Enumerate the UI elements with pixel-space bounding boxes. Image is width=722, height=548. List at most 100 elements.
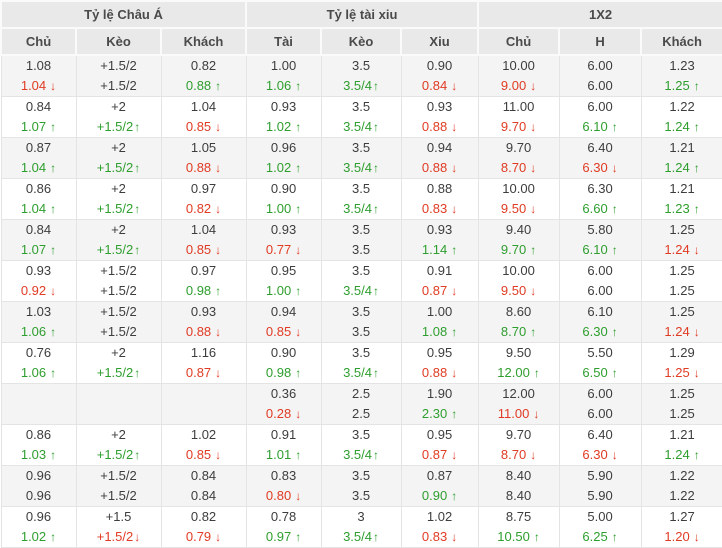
odds-opening-value: 0.96 bbox=[25, 509, 52, 524]
trend-up-icon: ↑ bbox=[530, 325, 537, 339]
odds-opening-value bbox=[2, 384, 76, 404]
trend-down-icon: ↓ bbox=[530, 202, 537, 216]
trend-up-icon: ↑ bbox=[611, 120, 618, 134]
odds-opening-value: 0.82 bbox=[190, 509, 217, 524]
odds-cell: 1.25 1.25 bbox=[640, 383, 722, 425]
odds-opening-value: 1.00 bbox=[426, 304, 453, 319]
odds-opening-value: 0.91 bbox=[426, 263, 453, 278]
odds-current-value: 0.84 ↓ bbox=[421, 78, 458, 93]
odds-opening-value: 1.23 bbox=[669, 58, 695, 73]
odds-opening-value bbox=[162, 384, 246, 404]
odds-opening-value: 1.02 bbox=[426, 509, 453, 524]
odds-opening-value: 10.00 bbox=[502, 263, 535, 278]
odds-cell: 3.5 3.5/4↑ bbox=[320, 54, 402, 97]
odds-cell: +2 +1.5/2↑ bbox=[75, 137, 162, 179]
odds-current-value: 9.50 ↓ bbox=[500, 201, 537, 216]
odds-opening-value: 3.5 bbox=[351, 181, 371, 196]
trend-up-icon: ↑ bbox=[372, 448, 379, 462]
odds-current-value: +1.5/2↑ bbox=[96, 160, 141, 175]
odds-current-value: 6.30 ↓ bbox=[582, 160, 618, 175]
odds-opening-value: 0.96 bbox=[270, 140, 297, 155]
odds-cell: 0.93 0.88 ↓ bbox=[160, 301, 247, 343]
odds-cell: 2.5 2.5 bbox=[320, 383, 402, 425]
odds-opening-value: 6.10 bbox=[587, 304, 613, 319]
odds-opening-value: 0.95 bbox=[426, 345, 453, 360]
odds-current-value: 1.14 ↑ bbox=[421, 242, 458, 257]
odds-current-value: 1.24 ↑ bbox=[664, 160, 700, 175]
odds-current-value: 1.00 ↑ bbox=[265, 283, 302, 298]
odds-current-value: 8.70 ↓ bbox=[500, 160, 537, 175]
odds-current-value: 1.24 ↑ bbox=[664, 447, 700, 462]
odds-cell: 1.00 1.08 ↑ bbox=[400, 301, 479, 343]
odds-cell: 0.93 1.02 ↑ bbox=[245, 96, 322, 138]
odds-opening-value: 1.08 bbox=[25, 58, 52, 73]
col-header-asian-away: Khách bbox=[159, 27, 248, 56]
odds-cell: 0.95 0.87 ↓ bbox=[400, 424, 479, 466]
odds-cell: 6.00 6.00 bbox=[558, 260, 642, 302]
trend-up-icon: ↑ bbox=[611, 530, 618, 544]
odds-current-value: 1.06 ↑ bbox=[20, 324, 57, 339]
odds-cell: 1.21 1.24 ↑ bbox=[640, 424, 722, 466]
odds-current-value: 0.87 ↓ bbox=[421, 447, 458, 462]
odds-cell: 3.5 3.5/4↑ bbox=[320, 260, 402, 302]
odds-opening-value: 8.40 bbox=[505, 468, 532, 483]
odds-current-value: 1.04 ↓ bbox=[20, 78, 57, 93]
odds-cell: 8.75 10.50 ↑ bbox=[477, 506, 560, 548]
odds-opening-value: 0.95 bbox=[270, 263, 297, 278]
odds-opening-value: 1.25 bbox=[669, 222, 695, 237]
odds-opening-value: 0.95 bbox=[426, 427, 453, 442]
odds-current-value: 1.02 ↑ bbox=[265, 119, 302, 134]
odds-opening-value: 0.93 bbox=[25, 263, 52, 278]
odds-current-value: 3.5/4↑ bbox=[343, 365, 379, 380]
trend-down-icon: ↓ bbox=[693, 243, 700, 257]
odds-current-value: 2.5 bbox=[351, 406, 371, 421]
odds-current-value: +1.5/2 bbox=[100, 283, 137, 298]
trend-down-icon: ↓ bbox=[530, 284, 537, 298]
trend-up-icon: ↑ bbox=[611, 325, 618, 339]
odds-cell: 1.25 1.24 ↓ bbox=[640, 219, 722, 261]
odds-opening-value: 3.5 bbox=[351, 468, 371, 483]
odds-current-value: 1.24 ↓ bbox=[664, 324, 700, 339]
odds-cell: 0.76 1.06 ↑ bbox=[0, 342, 77, 384]
odds-current-value: +1.5/2↑ bbox=[96, 119, 141, 134]
odds-opening-value: 3.5 bbox=[351, 345, 371, 360]
trend-up-icon: ↑ bbox=[451, 325, 458, 339]
trend-up-icon: ↑ bbox=[215, 284, 222, 298]
odds-current-value: 3.5/4↑ bbox=[343, 283, 379, 298]
trend-down-icon: ↓ bbox=[530, 448, 537, 462]
odds-opening-value: 0.36 bbox=[270, 386, 297, 401]
col-header-1x2-home: Chủ bbox=[477, 27, 561, 56]
odds-opening-value: 1.16 bbox=[190, 345, 217, 360]
odds-row: 0.86 1.03 ↑ +2 +1.5/2↑ 1.02 0.85 ↓ 0.91 1.01 ↑ 3.5 3… bbox=[0, 424, 722, 466]
odds-cell: 8.40 8.40 bbox=[477, 465, 560, 507]
odds-opening-value: 0.96 bbox=[25, 468, 52, 483]
odds-current-value: 0.85 ↓ bbox=[185, 447, 222, 462]
odds-opening-value: 1.27 bbox=[669, 509, 695, 524]
trend-up-icon: ↑ bbox=[295, 448, 302, 462]
odds-opening-value: 3.5 bbox=[351, 58, 371, 73]
odds-current-value: 1.02 ↑ bbox=[265, 160, 302, 175]
odds-cell: 5.80 6.10 ↑ bbox=[558, 219, 642, 261]
group-header-over-under: Tỷ lệ tài xiu bbox=[245, 0, 480, 29]
odds-opening-value: 3.5 bbox=[351, 427, 371, 442]
odds-opening-value: 0.93 bbox=[426, 222, 453, 237]
trend-up-icon: ↑ bbox=[134, 202, 141, 216]
odds-current-value: 0.84 bbox=[190, 488, 217, 503]
odds-opening-value: 1.03 bbox=[25, 304, 52, 319]
odds-current-value: +1.5/2↑ bbox=[96, 201, 141, 216]
odds-current-value: 0.88 ↓ bbox=[421, 365, 458, 380]
odds-cell: +2 +1.5/2↑ bbox=[75, 178, 162, 220]
odds-row: 0.93 0.92 ↓ +1.5/2 +1.5/2 0.97 0.98 ↑ 0.95 1.00 ↑ 3… bbox=[0, 260, 722, 302]
odds-current-value: 1.06 ↑ bbox=[265, 78, 302, 93]
odds-opening-value: 0.76 bbox=[25, 345, 52, 360]
odds-cell: 0.82 0.88 ↑ bbox=[160, 54, 247, 97]
odds-current-value: 1.20 ↓ bbox=[664, 529, 700, 544]
odds-current-value: 6.00 bbox=[587, 283, 613, 298]
trend-down-icon: ↓ bbox=[451, 120, 458, 134]
col-header-asian-handicap: Kèo bbox=[75, 27, 162, 56]
odds-row: 0.86 1.04 ↑ +2 +1.5/2↑ 0.97 0.82 ↓ 0.90 1.00 ↑ 3.5 3… bbox=[0, 178, 722, 220]
odds-current-value: 0.83 ↓ bbox=[421, 201, 458, 216]
column-header-row: Chủ Kèo Khách Tài Kèo Xiu Chủ H Khách bbox=[0, 27, 722, 56]
odds-current-value: 1.02 ↑ bbox=[20, 529, 57, 544]
odds-cell: 1.02 0.83 ↓ bbox=[400, 506, 479, 548]
